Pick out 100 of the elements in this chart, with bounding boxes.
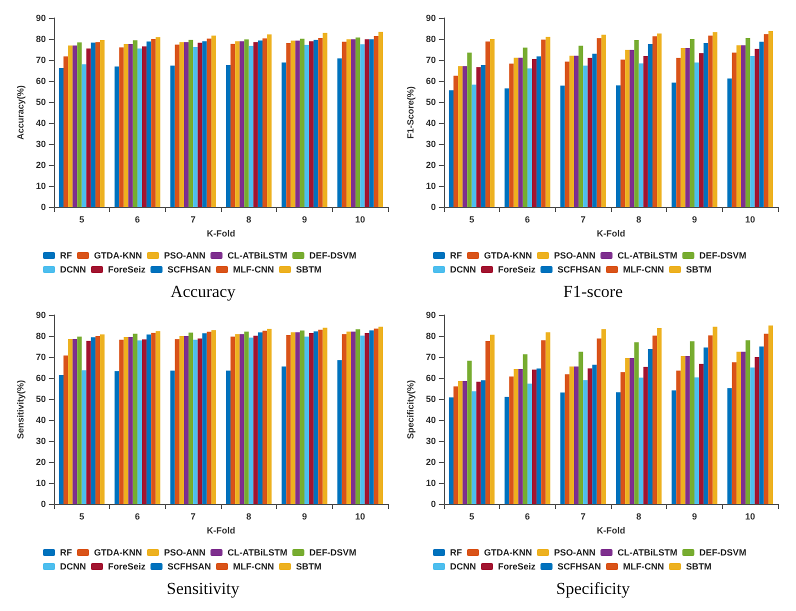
y-tick-label: 90 [36,13,46,23]
bar [569,366,574,504]
legend-label: DEF-DSVM [699,250,746,260]
bar [583,380,588,504]
bar [314,40,318,207]
bar [704,42,708,207]
legend-label: CL-ATBiLSTM [617,548,678,558]
legend-label: GTDA-KNN [484,250,532,260]
bar [672,82,676,207]
bar [235,334,240,504]
bar [596,38,602,207]
bar [630,358,634,504]
bar [226,370,231,504]
bar [620,372,626,504]
y-tick-label: 80 [36,331,46,341]
bar [560,86,565,207]
bar [652,36,658,207]
bar [472,84,476,207]
bar [546,36,550,207]
bar [522,354,528,504]
y-tick-label: 30 [36,139,46,149]
bar [541,340,546,504]
legend-label: RF [60,548,72,558]
bar [360,44,365,207]
y-tick-label: 50 [426,394,436,404]
bar [364,333,370,504]
bar [708,36,713,207]
bar [188,40,194,207]
y-tick-label: 0 [40,499,46,509]
bar [262,38,268,207]
x-axis-title: K-Fold [596,525,626,536]
bar [151,332,156,504]
bar [142,46,147,207]
x-tick-label: 10 [745,512,756,522]
bar [290,40,296,207]
bar [592,364,597,504]
bar [648,349,652,504]
bar [448,90,454,207]
bar [504,88,510,207]
legend-label: PSO-ANN [164,548,206,558]
x-tick-label: 7 [190,214,196,224]
bar [253,336,258,504]
bar [458,66,463,207]
bar [712,32,718,207]
bar [322,32,328,207]
y-tick-label: 0 [430,202,436,212]
legend-label: RF [450,548,462,558]
x-tick-label: 9 [302,214,307,224]
bar [532,58,537,207]
bar [690,341,694,504]
bar [514,368,518,504]
y-tick-label: 70 [36,55,46,65]
y-tick-label: 70 [426,55,436,65]
bar [82,370,86,504]
x-tick-label: 9 [302,512,307,522]
legend-label: DCNN [60,264,86,274]
bar [68,46,73,207]
legend-label: PSO-ANN [554,250,596,260]
bar [476,67,481,207]
legend-label: RF [450,250,462,260]
x-axis-title: K-Fold [206,525,236,536]
y-tick-label: 20 [36,160,46,170]
bar [248,46,254,207]
bar [124,44,128,207]
y-tick-label: 10 [36,181,46,191]
bar [290,332,296,504]
bar [244,332,249,504]
bar [374,328,378,504]
bar [267,34,272,207]
y-tick-label: 40 [426,118,436,128]
y-tick-label: 20 [426,160,436,170]
bar [342,334,346,504]
bar [77,42,82,207]
bar [72,46,78,207]
bar [532,370,537,504]
bar [518,368,523,504]
bar [754,48,760,207]
x-tick-label: 6 [134,512,140,522]
legend-label: MLF-CNN [623,562,664,572]
bar [680,48,686,207]
y-tick-label: 60 [426,76,436,86]
x-axis-title: K-Fold [596,228,626,238]
legend-label: SBTM [686,264,712,274]
bar [351,39,356,207]
bar [588,368,592,504]
bar [119,340,124,504]
y-tick-label: 80 [36,34,46,44]
legend-label: SBTM [686,562,712,572]
bar [304,44,310,207]
bar [142,339,147,504]
bar [193,340,198,504]
bar [727,78,732,207]
legend-label: GTDA-KNN [94,250,142,260]
y-tick-label: 30 [426,436,436,446]
bar [764,34,768,207]
bar [476,382,481,504]
bar [768,326,773,504]
bar [657,34,662,207]
bar [360,336,365,504]
bar [86,48,91,207]
